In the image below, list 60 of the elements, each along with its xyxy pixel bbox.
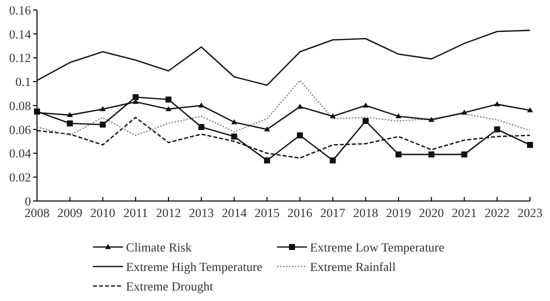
x-tick-label: 2010 — [90, 206, 116, 220]
y-tick-label: 0.16 — [9, 3, 31, 18]
point — [396, 151, 402, 158]
x-tick-label: 2018 — [353, 206, 378, 220]
x-tick-label: 2011 — [123, 206, 148, 220]
x-tick-label: 2022 — [484, 206, 510, 220]
point — [527, 142, 533, 148]
x-tick-label: 2008 — [24, 206, 50, 220]
point — [198, 124, 204, 130]
x-tick-label: 2020 — [418, 206, 444, 220]
legend-label: Extreme Drought — [126, 279, 214, 294]
legend-label: Extreme Rainfall — [310, 260, 396, 274]
y-tick-label: 0.02 — [9, 170, 31, 184]
y-tick-label: 0.06 — [9, 122, 31, 137]
x-tick-label: 2014 — [222, 206, 248, 220]
point — [231, 119, 238, 124]
point — [330, 157, 336, 164]
point — [461, 151, 468, 158]
y-tick-label: 0.04 — [9, 146, 32, 161]
x-tick-label: 2013 — [188, 206, 214, 220]
point — [296, 104, 303, 109]
point — [494, 101, 500, 106]
y-tick-label: 0 — [24, 194, 31, 208]
point — [527, 107, 533, 112]
point — [362, 102, 369, 108]
x-tick-label: 2009 — [57, 206, 82, 220]
y-tick-label: 0.08 — [9, 98, 31, 113]
point — [165, 106, 172, 112]
point — [330, 113, 336, 118]
point — [396, 113, 402, 118]
legend-label: Climate Risk — [126, 240, 192, 254]
legend-label: Extreme High Temperature — [126, 260, 263, 274]
point — [66, 120, 73, 126]
x-tick-label: 2023 — [518, 206, 542, 220]
point — [100, 106, 106, 112]
point — [165, 96, 172, 103]
point — [100, 122, 106, 128]
x-tick-label: 2016 — [287, 206, 312, 220]
y-tick-label: 0.12 — [9, 51, 31, 66]
point — [494, 126, 500, 132]
line-series — [36, 30, 531, 86]
legend-label: Extreme Low Temperature — [310, 240, 445, 254]
point — [66, 112, 73, 118]
x-tick-label: 2017 — [320, 206, 346, 220]
point — [461, 110, 468, 115]
y-tick-label: 0.14 — [9, 27, 32, 42]
x-tick-label: 2021 — [452, 206, 477, 220]
point — [198, 102, 204, 108]
point — [428, 116, 434, 122]
point — [132, 94, 139, 100]
point — [296, 132, 303, 138]
point — [362, 118, 369, 124]
point — [264, 126, 270, 132]
x-tick-label: 2012 — [156, 206, 181, 220]
point — [428, 151, 434, 158]
x-tick-label: 2015 — [254, 206, 280, 220]
point — [231, 134, 238, 140]
point — [264, 157, 270, 164]
x-tick-label: 2019 — [386, 206, 412, 220]
y-tick-label: 0.1 — [15, 75, 31, 89]
